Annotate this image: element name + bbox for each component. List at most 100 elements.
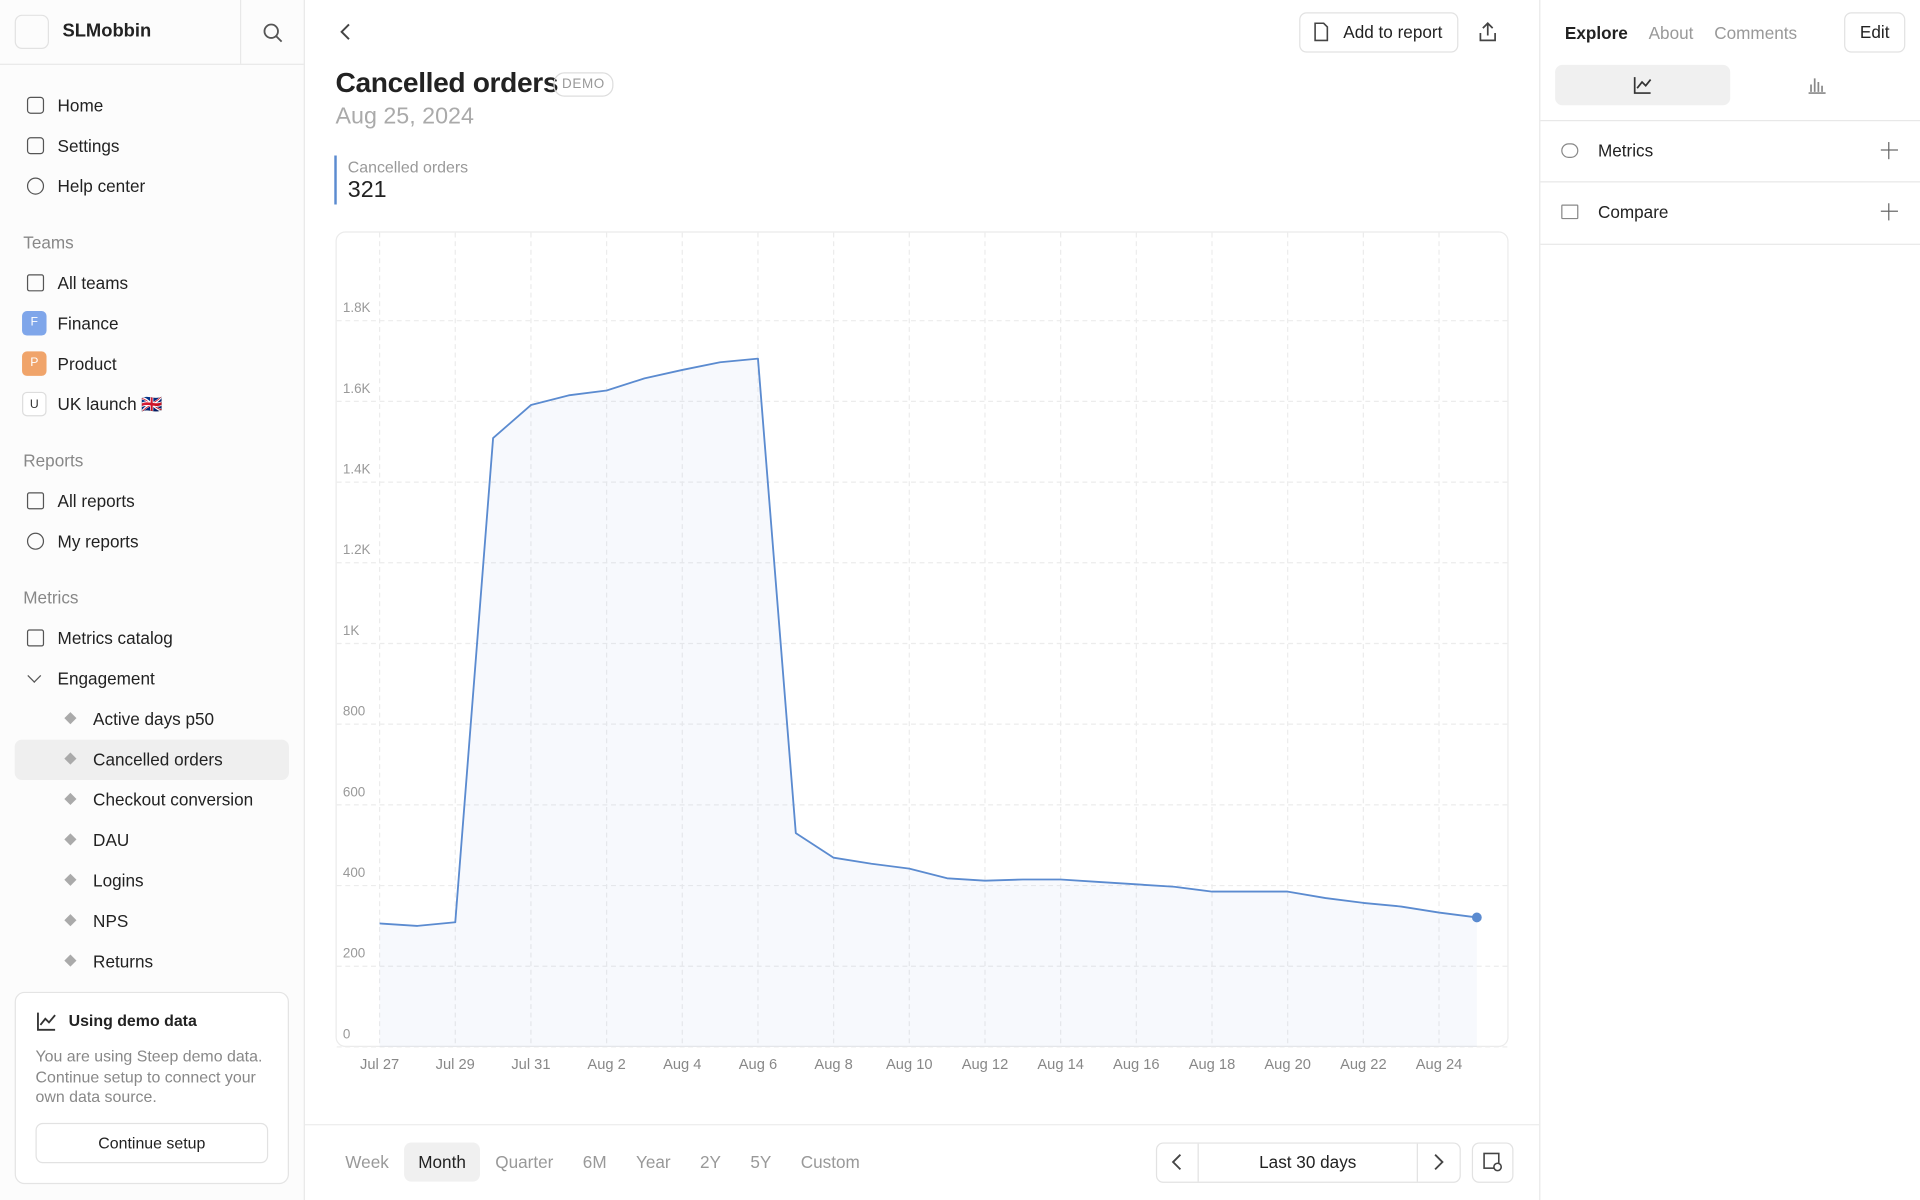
sidebar-top-border	[0, 63, 304, 65]
panel-section[interactable]: Metrics	[1597, 140, 1654, 161]
report-icon	[1314, 22, 1329, 42]
team-badge: P	[22, 351, 47, 376]
panel-border	[1540, 243, 1920, 245]
chart-settings-icon	[1483, 1152, 1503, 1172]
metric-item[interactable]: Returns	[93, 951, 154, 972]
view-toggle-active[interactable]	[1555, 64, 1731, 106]
section-icon	[1561, 143, 1579, 158]
summary-bar	[334, 155, 337, 205]
back-icon[interactable]	[336, 22, 356, 42]
right-panel	[1539, 0, 1541, 1200]
range-prev[interactable]	[1168, 1152, 1185, 1172]
section-icon	[1561, 204, 1579, 220]
x-tick-label: Aug 4	[663, 1057, 701, 1073]
page-title: Cancelled orders	[335, 66, 559, 98]
metric-item[interactable]: Cancelled orders	[93, 749, 223, 769]
metric-item[interactable]: Checkout conversion	[93, 789, 254, 810]
group-item[interactable]: Engagement	[57, 668, 155, 689]
x-tick-label: Aug 24	[1416, 1057, 1463, 1073]
active-row	[14, 739, 289, 780]
search-icon[interactable]	[262, 22, 284, 44]
continue-setup-button[interactable]: Continue setup	[35, 1122, 269, 1164]
period-option[interactable]: Custom	[800, 1152, 860, 1172]
team-badge: F	[22, 311, 47, 336]
demo-title: Using demo data	[68, 1011, 197, 1030]
page-date: Aug 25, 2024	[335, 104, 474, 130]
workspace-icon[interactable]	[14, 14, 49, 49]
nav-icon	[26, 274, 45, 292]
nav-item[interactable]: Home	[57, 95, 104, 116]
period-selector: Week Month Quarter 6M Year 2Y 5Y Custom	[331, 1142, 875, 1182]
tabs: Explore About Comments	[1565, 21, 1797, 45]
tab[interactable]: Comments	[1714, 23, 1798, 43]
metric-item[interactable]: DAU	[93, 830, 130, 850]
workspace-name[interactable]: SLMobbin	[62, 20, 152, 42]
tab[interactable]: Explore	[1564, 23, 1628, 43]
nav-item[interactable]: Settings	[57, 135, 120, 156]
bar-view-icon[interactable]	[1807, 76, 1826, 94]
period-option[interactable]: Week	[345, 1152, 389, 1172]
nav-icon	[26, 492, 45, 510]
x-tick-label: Jul 29	[436, 1057, 475, 1073]
period-option[interactable]: 5Y	[750, 1152, 772, 1172]
x-tick-label: Aug 14	[1037, 1057, 1084, 1073]
divider	[240, 0, 242, 64]
x-tick-label: Jul 27	[360, 1057, 399, 1073]
period-option[interactable]: Year	[635, 1152, 671, 1172]
summary-label: Cancelled orders	[347, 157, 469, 177]
range-control	[1155, 1142, 1461, 1183]
x-tick-label: Aug 2	[587, 1057, 625, 1073]
x-tick-label: Aug 8	[814, 1057, 852, 1073]
x-tick-label: Aug 22	[1340, 1057, 1387, 1073]
add-to-report-button[interactable]	[1299, 12, 1459, 53]
team-item[interactable]: All teams	[57, 273, 129, 293]
nav-icon	[26, 629, 45, 647]
x-tick-label: Jul 31	[511, 1057, 550, 1073]
panel-section[interactable]: Compare	[1597, 202, 1669, 222]
x-tick-label: Aug 12	[962, 1057, 1009, 1073]
footer-border	[304, 1124, 1540, 1126]
report-item[interactable]: All reports	[57, 491, 135, 511]
nav-icon	[26, 137, 45, 155]
metric-item[interactable]: Active days p50	[93, 708, 215, 729]
summary-value: 321	[347, 177, 387, 204]
section-heading: Metrics	[23, 587, 79, 608]
metric-item[interactable]: Logins	[93, 870, 144, 891]
add-icon[interactable]	[1880, 203, 1898, 221]
section-heading: Reports	[23, 450, 84, 471]
chart-settings-button[interactable]	[1471, 1142, 1514, 1183]
range-divider	[1416, 1143, 1418, 1182]
panel-border	[1540, 120, 1920, 122]
x-tick-label: Aug 10	[886, 1057, 933, 1073]
period-option[interactable]: 2Y	[700, 1152, 721, 1172]
team-badge: U	[22, 391, 47, 417]
report-item[interactable]: My reports	[57, 531, 139, 552]
edit-button[interactable]: Edit	[1844, 12, 1906, 53]
nav-item[interactable]: Metrics catalog	[57, 628, 173, 648]
nav-icon	[26, 96, 45, 114]
add-icon[interactable]	[1880, 142, 1898, 160]
x-tick-label: Aug 16	[1113, 1057, 1160, 1073]
tab[interactable]: About	[1648, 23, 1694, 43]
metric-item[interactable]: NPS	[93, 911, 129, 931]
team-item[interactable]: Finance	[57, 313, 119, 334]
share-icon[interactable]	[1478, 21, 1498, 43]
demo-icon	[37, 1012, 56, 1031]
period-option[interactable]: Month	[403, 1142, 481, 1182]
demo-text: You are using Steep demo data. Continue …	[35, 1046, 263, 1106]
period-option[interactable]: Quarter	[495, 1152, 554, 1172]
line-view-icon[interactable]	[1633, 76, 1652, 94]
add-to-report-label[interactable]: Add to report	[1343, 22, 1443, 42]
team-item[interactable]: UK launch 🇬🇧	[57, 394, 163, 414]
nav-icon	[26, 177, 45, 195]
range-next[interactable]	[1430, 1152, 1447, 1172]
range-label[interactable]: Last 30 days	[1259, 1152, 1357, 1172]
nav-icon	[26, 532, 45, 550]
nav-item[interactable]: Help center	[57, 176, 146, 196]
range-divider	[1197, 1143, 1199, 1182]
x-tick-label: Aug 20	[1264, 1057, 1311, 1073]
period-option[interactable]: 6M	[582, 1152, 607, 1172]
team-item[interactable]: Product	[57, 353, 117, 374]
